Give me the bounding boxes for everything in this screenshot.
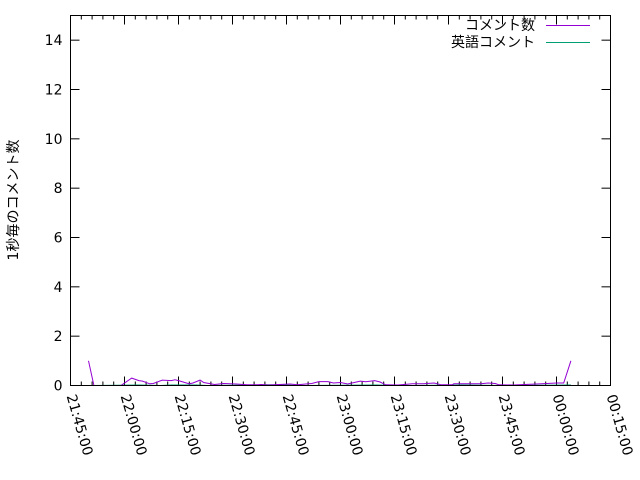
- x-tick-label: 22:30:00: [225, 393, 258, 458]
- y-tick-label: 12: [45, 83, 63, 99]
- ticks: 0 2 4 6 8 10 12 14 21:45:00 22:00:00 22:15:00 22:30…: [45, 15, 636, 458]
- y-tick-label: 0: [54, 379, 63, 395]
- x-tick-label: 23:30:00: [441, 393, 474, 458]
- y-tick-label: 6: [54, 231, 63, 247]
- x-tick-label: 23:15:00: [387, 393, 420, 458]
- y-tick-label: 2: [54, 329, 63, 345]
- x-tick-label: 23:00:00: [333, 393, 366, 458]
- x-tick-label: 22:00:00: [117, 393, 150, 458]
- y-tick-label: 14: [45, 33, 63, 49]
- x-tick-label: 23:45:00: [495, 393, 528, 458]
- legend: コメント数 英語コメント: [451, 18, 590, 51]
- legend-label-0: コメント数: [465, 18, 535, 34]
- x-tick-label: 21:45:00: [63, 393, 96, 458]
- series-layer: [88, 360, 572, 387]
- y-axis-label: 1秒毎のコメント数: [6, 140, 22, 261]
- legend-label-1: 英語コメント: [451, 34, 535, 51]
- y-tick-label: 4: [54, 280, 63, 296]
- series-line-0: [88, 360, 572, 386]
- y-tick-label: 10: [45, 132, 63, 148]
- x-tick-label: 00:00:00: [549, 393, 582, 458]
- plot-frame: [70, 15, 611, 386]
- y-tick-label: 8: [54, 181, 63, 197]
- x-tick-label: 00:15:00: [603, 393, 636, 458]
- x-tick-label: 22:15:00: [171, 393, 204, 458]
- x-tick-label: 22:45:00: [279, 393, 312, 458]
